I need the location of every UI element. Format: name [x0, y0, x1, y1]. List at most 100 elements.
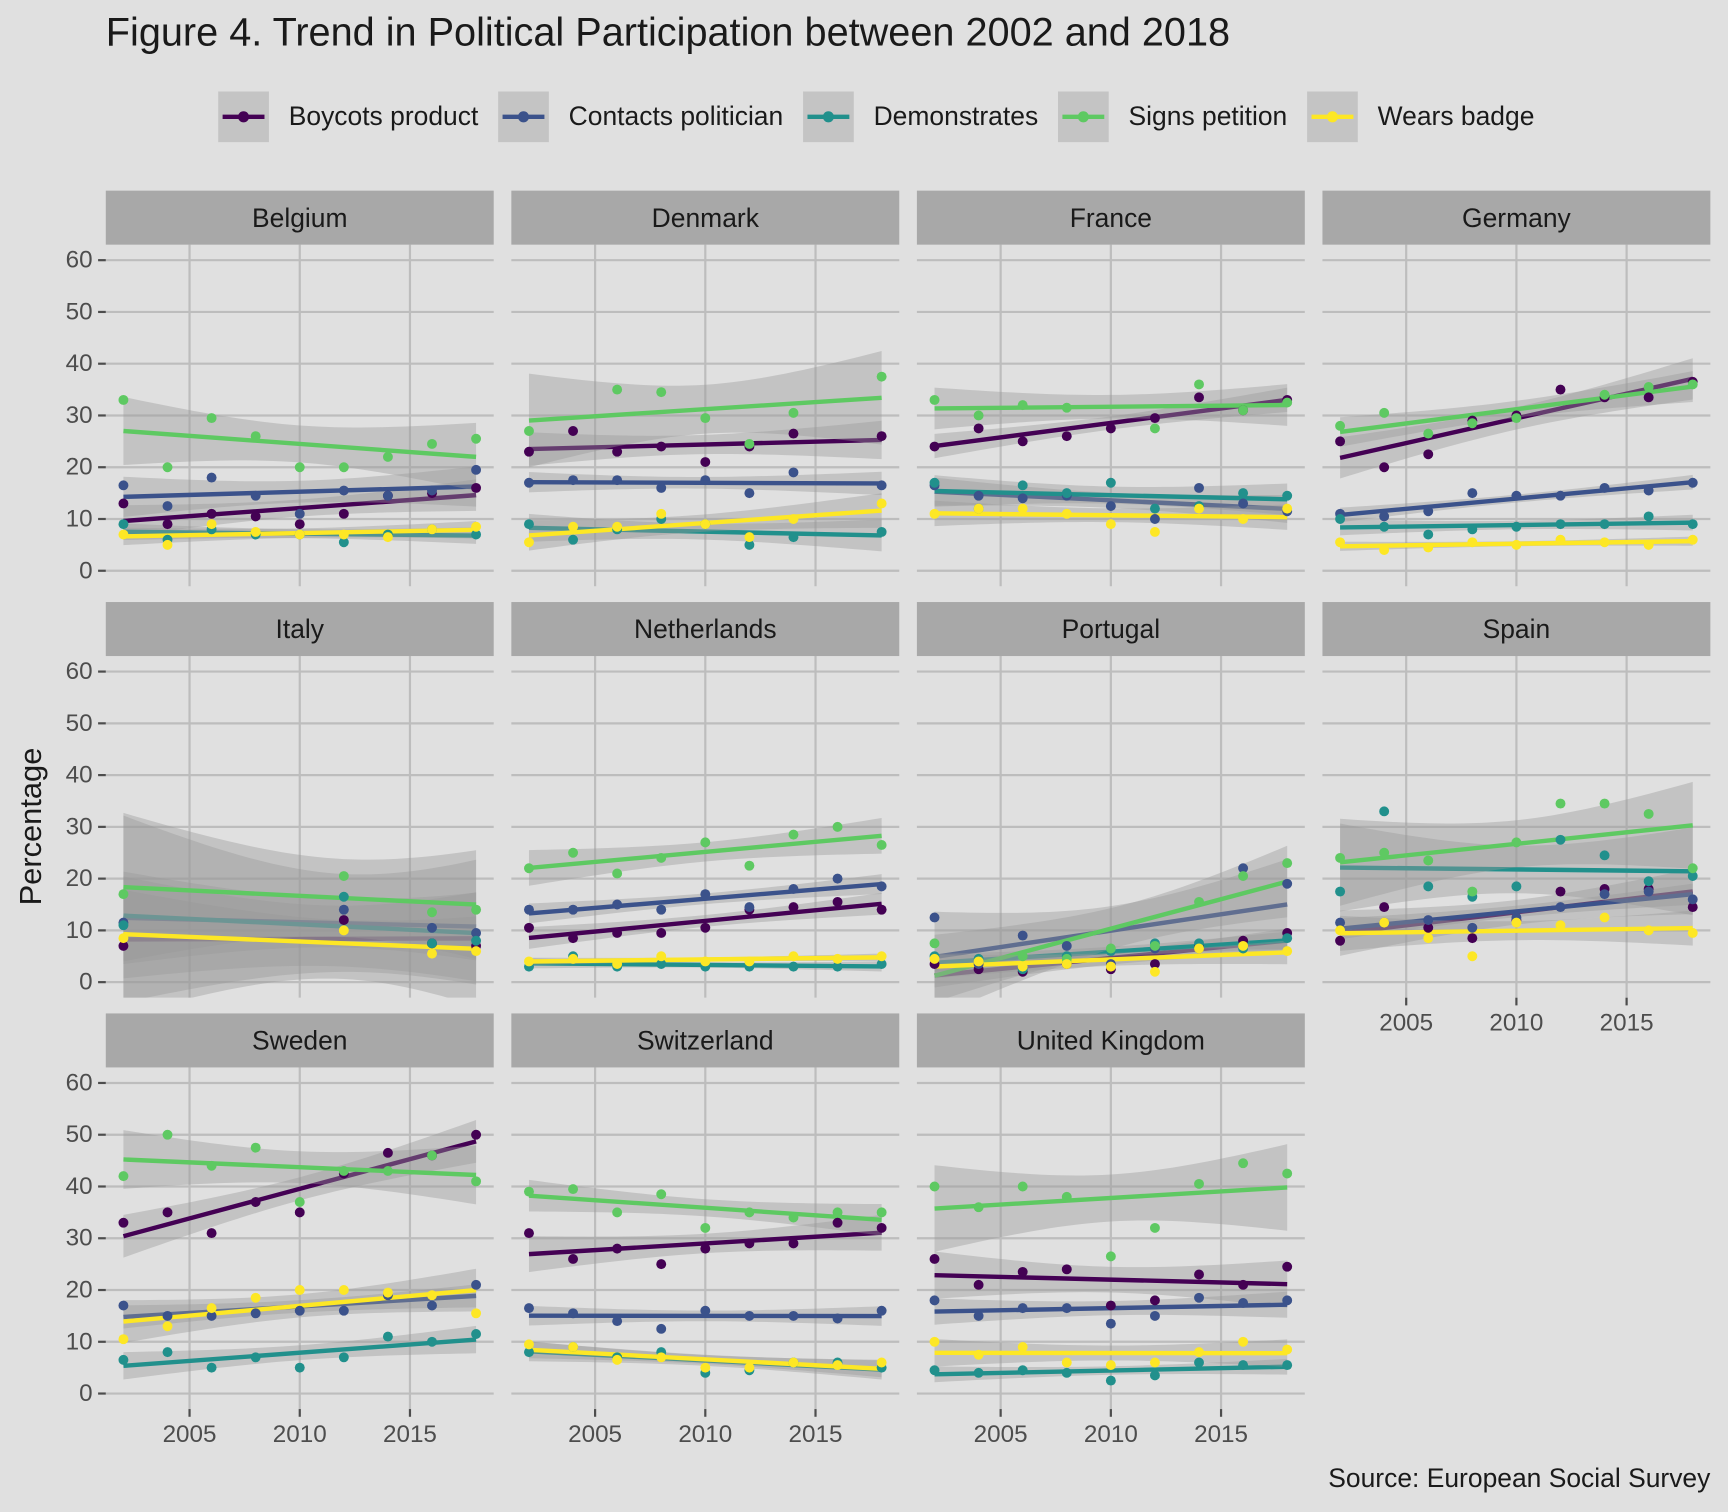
point	[1511, 917, 1522, 928]
point	[1194, 1269, 1204, 1280]
point	[973, 1279, 984, 1290]
point	[118, 889, 129, 900]
point	[1379, 407, 1390, 418]
point	[1282, 490, 1293, 501]
plot-area	[929, 1144, 1293, 1386]
point	[118, 1300, 129, 1311]
point	[1017, 1181, 1028, 1192]
point	[832, 873, 843, 884]
point	[568, 904, 579, 915]
point	[1149, 940, 1160, 951]
point	[929, 1365, 940, 1376]
point	[656, 482, 667, 493]
point	[832, 896, 843, 907]
point	[832, 1217, 843, 1228]
trend-line	[528, 833, 882, 871]
point	[471, 1308, 482, 1319]
plot-area	[524, 1179, 887, 1380]
point	[338, 1166, 349, 1176]
point	[524, 537, 534, 548]
point	[788, 1238, 799, 1249]
plot-area	[524, 818, 887, 972]
point	[427, 1290, 437, 1301]
point	[744, 488, 755, 499]
point	[250, 490, 261, 501]
panel	[916, 244, 1305, 587]
trend-line	[528, 1193, 882, 1223]
legend-key-point	[822, 111, 834, 123]
point	[338, 462, 349, 473]
trend-line	[122, 1139, 477, 1239]
point	[612, 1207, 623, 1218]
point	[1335, 420, 1346, 431]
strip	[105, 190, 494, 245]
point	[1423, 922, 1434, 933]
point	[524, 1303, 534, 1314]
point	[1555, 798, 1566, 809]
point	[1105, 423, 1116, 434]
point	[1467, 488, 1478, 499]
point	[1017, 436, 1028, 447]
point	[612, 959, 623, 969]
point	[524, 477, 534, 488]
y-tick-label: 40	[66, 1173, 93, 1200]
point	[1511, 539, 1522, 550]
point	[1238, 1279, 1249, 1290]
strip-label: France	[1070, 203, 1152, 233]
point	[427, 485, 437, 496]
point	[1105, 961, 1116, 972]
point	[1149, 959, 1160, 969]
point	[1511, 521, 1522, 532]
point	[929, 912, 940, 923]
point	[206, 519, 217, 530]
point	[788, 407, 799, 418]
point	[1017, 930, 1028, 941]
point	[876, 840, 887, 850]
trend-line	[123, 492, 477, 524]
point	[382, 532, 393, 543]
trend-line	[123, 1337, 477, 1369]
point	[427, 948, 437, 959]
point	[832, 953, 843, 964]
point	[1105, 1360, 1116, 1371]
point	[788, 1357, 799, 1368]
point	[1238, 488, 1249, 499]
point	[471, 433, 482, 444]
point	[250, 1308, 261, 1319]
panel	[1322, 244, 1711, 587]
point	[832, 1207, 843, 1218]
trend-line	[123, 931, 477, 952]
strip-label: Portugal	[1062, 614, 1160, 644]
point	[471, 1279, 482, 1290]
point	[929, 1295, 940, 1306]
x-tick-label: 2010	[1489, 1010, 1543, 1037]
point	[1467, 418, 1478, 429]
panel	[511, 244, 900, 587]
point	[1379, 545, 1390, 556]
point	[1017, 503, 1028, 514]
point	[162, 1347, 173, 1358]
point	[471, 904, 482, 915]
trend-line	[934, 511, 1288, 520]
x-tick-label: 2005	[974, 1421, 1028, 1448]
point	[1282, 1261, 1293, 1272]
point	[427, 938, 437, 949]
point	[1061, 1191, 1072, 1202]
point	[1379, 521, 1390, 532]
point	[1687, 928, 1698, 938]
point	[656, 1352, 667, 1363]
trend-line	[1340, 925, 1693, 936]
point	[427, 922, 437, 933]
legend-item: Wears badge	[1307, 91, 1534, 143]
point	[788, 961, 799, 972]
trend-line	[123, 1157, 477, 1178]
point	[1149, 423, 1160, 434]
point	[1149, 1357, 1160, 1368]
strip	[511, 602, 900, 657]
point	[471, 1129, 482, 1140]
point	[250, 1292, 261, 1303]
legend-item: Signs petition	[1058, 91, 1287, 143]
point	[1017, 1266, 1028, 1277]
legend-key-point	[517, 111, 530, 123]
